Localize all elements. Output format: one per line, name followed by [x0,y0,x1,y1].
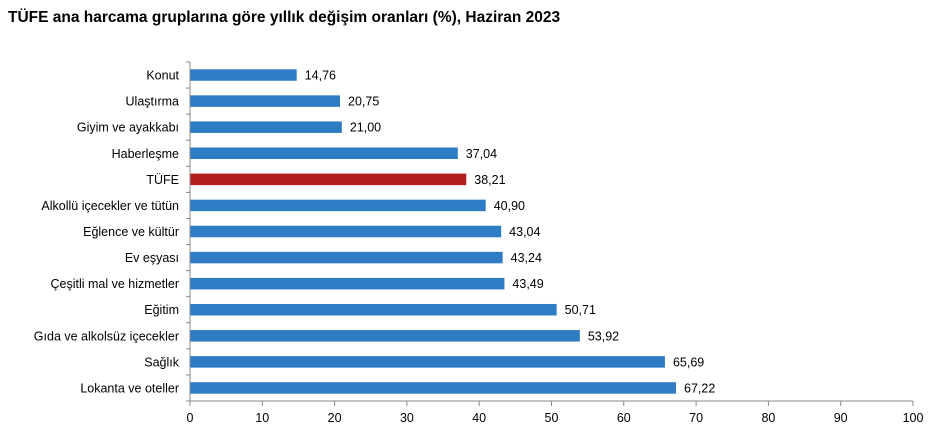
x-tick-label-1: 10 [255,411,269,425]
category-label-2: Giyim ve ayakkabı [77,121,179,135]
value-label-2: 21,00 [350,121,381,135]
bar-11 [190,356,665,368]
value-label-3: 37,04 [466,147,497,161]
value-label-8: 43,49 [512,277,543,291]
x-tick-label-6: 60 [617,411,631,425]
bar-5 [190,199,486,212]
bar-8 [190,277,505,290]
category-label-7: Ev eşyası [125,251,179,265]
x-tick-label-9: 90 [834,411,848,425]
labels-group: Konut 14,76 Ulaştırma 20,75 Giyim ve ayakkab… [34,69,924,425]
category-label-12: Lokanta ve oteller [80,381,179,395]
bar-6 [190,225,502,238]
value-label-5: 40,90 [494,199,525,213]
bar-10 [190,330,580,342]
bar-1 [190,95,341,107]
category-label-1: Ulaştırma [126,95,180,109]
axes-group [186,61,914,406]
category-label-3: Haberleşme [112,147,179,161]
category-label-0: Konut [146,69,179,83]
category-label-6: Eğlence ve kültür [83,225,179,239]
value-label-1: 20,75 [348,95,379,109]
category-label-11: Sağlık [144,355,179,369]
value-label-10: 53,92 [588,329,619,343]
x-tick-label-4: 40 [472,411,486,425]
value-label-11: 65,69 [673,355,704,369]
value-label-4: 38,21 [474,173,505,187]
bar-12 [190,382,677,394]
category-label-8: Çeşitli mal ve hizmetler [50,277,179,291]
x-tick-label-10: 100 [903,411,924,425]
bar-3 [190,147,458,160]
value-label-7: 43,24 [511,251,542,265]
category-label-5: Alkollü içecekler ve tütün [41,199,179,213]
category-label-10: Gıda ve alkolsüz içecekler [34,329,179,343]
bar-2 [190,121,342,133]
x-tick-label-3: 30 [400,411,414,425]
bar-4 [190,173,467,186]
x-tick-label-0: 0 [187,411,194,425]
x-tick-label-8: 80 [761,411,775,425]
bars-group [190,69,677,394]
category-label-9: Eğitim [144,303,179,317]
chart-title: TÜFE ana harcama gruplarına göre yıllık … [8,9,561,26]
value-label-12: 67,22 [684,381,715,395]
value-label-0: 14,76 [305,69,336,83]
x-tick-label-7: 70 [689,411,703,425]
bar-9 [190,303,557,316]
bar-0 [190,69,297,81]
x-tick-label-5: 50 [545,411,559,425]
bar-7 [190,251,503,264]
value-label-6: 43,04 [509,225,540,239]
value-label-9: 50,71 [565,303,596,317]
x-tick-label-2: 20 [328,411,342,425]
category-label-4: TÜFE [146,173,179,187]
